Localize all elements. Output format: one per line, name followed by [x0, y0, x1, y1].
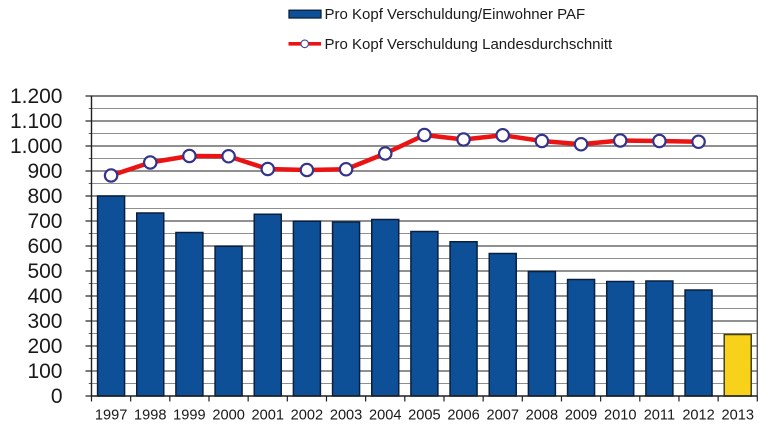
svg-text:1999: 1999 — [173, 408, 205, 424]
svg-text:600: 600 — [27, 235, 62, 258]
svg-text:Pro Kopf Verschuldung/Einwohne: Pro Kopf Verschuldung/Einwohner PAF — [325, 6, 586, 23]
svg-text:1998: 1998 — [134, 408, 166, 424]
svg-text:100: 100 — [27, 360, 62, 383]
svg-text:2009: 2009 — [565, 408, 597, 424]
svg-text:2007: 2007 — [486, 408, 518, 424]
svg-text:2005: 2005 — [408, 408, 440, 424]
svg-text:2008: 2008 — [526, 408, 558, 424]
svg-text:2010: 2010 — [604, 408, 636, 424]
svg-text:1.200: 1.200 — [10, 85, 63, 108]
svg-text:Pro Kopf Verschuldung Landesdu: Pro Kopf Verschuldung Landesdurchschnitt — [325, 36, 614, 53]
svg-text:2000: 2000 — [212, 408, 244, 424]
svg-text:2003: 2003 — [330, 408, 362, 424]
svg-text:2013: 2013 — [721, 408, 753, 424]
svg-text:2006: 2006 — [447, 408, 479, 424]
svg-text:200: 200 — [27, 335, 62, 358]
svg-text:1997: 1997 — [95, 408, 127, 424]
svg-text:500: 500 — [27, 260, 62, 283]
svg-text:800: 800 — [27, 185, 62, 208]
svg-text:2001: 2001 — [252, 408, 284, 424]
svg-text:300: 300 — [27, 310, 62, 333]
svg-text:400: 400 — [27, 285, 62, 308]
svg-text:2004: 2004 — [369, 408, 401, 424]
svg-text:2011: 2011 — [644, 408, 675, 424]
svg-text:2002: 2002 — [291, 408, 323, 424]
svg-text:1.000: 1.000 — [10, 135, 63, 158]
svg-text:1.100: 1.100 — [10, 110, 63, 133]
svg-text:2012: 2012 — [682, 408, 714, 424]
svg-text:900: 900 — [27, 160, 62, 183]
svg-text:700: 700 — [27, 210, 62, 233]
svg-text:0: 0 — [51, 385, 63, 408]
